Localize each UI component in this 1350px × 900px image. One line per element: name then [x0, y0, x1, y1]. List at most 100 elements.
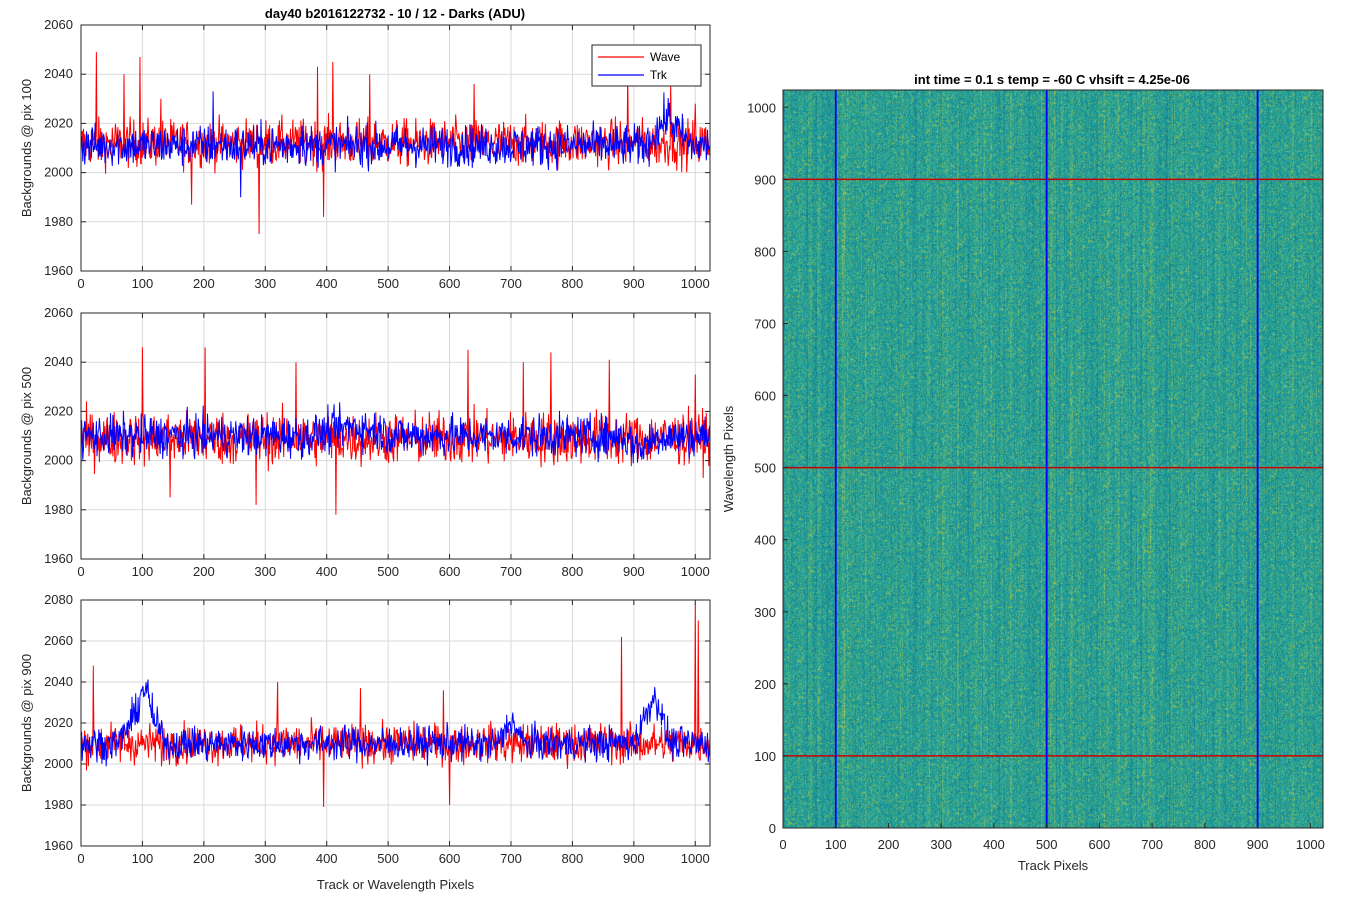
- y-tick-label: 1980: [44, 214, 73, 229]
- y-tick-label: 400: [754, 533, 776, 548]
- x-tick-label: 0: [779, 837, 786, 852]
- x-tick-label: 700: [500, 564, 522, 579]
- x-tick-label: 300: [254, 851, 276, 866]
- x-tick-label: 0: [77, 851, 84, 866]
- y-tick-label: 900: [754, 172, 776, 187]
- x-tick-label: 500: [377, 851, 399, 866]
- x-tick-label: 900: [623, 564, 645, 579]
- series-trk-line: [80, 679, 711, 767]
- x-tick-label: 600: [439, 564, 461, 579]
- axis-ticks: 0 100 200 300 400 500 600 700 800 900 1000 1960 1980…: [44, 305, 710, 579]
- x-tick-label: 300: [930, 837, 952, 852]
- x-tick-label: 1000: [681, 851, 710, 866]
- y-tick-label: 2060: [44, 305, 73, 320]
- y-tick-label: 2020: [44, 403, 73, 418]
- y-tick-label: 700: [754, 317, 776, 332]
- x-tick-label: 400: [316, 276, 338, 291]
- x-tick-label: 200: [193, 276, 215, 291]
- image-title: int time = 0.1 s temp = -60 C vhsift = 4…: [914, 72, 1190, 87]
- y-axis-label: Wavelength Pixels: [721, 405, 736, 512]
- grid: [80, 599, 710, 847]
- axes-frame: [80, 24, 711, 272]
- axis-ticks: 0 100 200 300 400 500 600 700 800 900 1000 1960 1980…: [44, 17, 710, 291]
- panel-pix-100: 0 100 200 300 400 500 600 700 800 900 1000 1960 1980…: [19, 17, 711, 291]
- y-tick-label: 2060: [44, 633, 73, 648]
- axis-ticks: 0 100 200 300 400 500 600 700 800 900 1000 1960 1980…: [44, 592, 710, 866]
- y-tick-label: 1980: [44, 502, 73, 517]
- axes-frame: [80, 312, 711, 560]
- legend-box: [591, 44, 702, 87]
- x-tick-label: 400: [316, 851, 338, 866]
- series-lines: [80, 52, 711, 235]
- x-tick-label: 700: [500, 276, 522, 291]
- x-tick-label: 800: [562, 276, 584, 291]
- x-tick-label: 400: [983, 837, 1005, 852]
- y-tick-label: 600: [754, 389, 776, 404]
- x-tick-label: 600: [439, 851, 461, 866]
- legend-trk-label: Trk: [650, 68, 668, 82]
- y-tick-label: 500: [754, 461, 776, 476]
- y-tick-label: 800: [754, 244, 776, 259]
- x-tick-label: 900: [623, 851, 645, 866]
- x-tick-label: 1000: [1296, 837, 1325, 852]
- x-tick-label: 800: [562, 564, 584, 579]
- main-title: day40 b2016122732 - 10 / 12 - Darks (ADU…: [265, 6, 525, 21]
- panel-pix-900: 0 100 200 300 400 500 600 700 800 900 1000 1960 1980…: [19, 592, 711, 892]
- series-lines: [80, 604, 711, 808]
- series-trk-line: [80, 402, 711, 471]
- y-tick-label: 2040: [44, 66, 73, 81]
- x-tick-label: 100: [825, 837, 847, 852]
- y-axis-label: Backgrounds @ pix 900: [19, 654, 34, 792]
- y-tick-label: 0: [769, 821, 776, 836]
- x-tick-label: 200: [193, 564, 215, 579]
- x-tick-label: 800: [1194, 837, 1216, 852]
- y-tick-label: 300: [754, 605, 776, 620]
- y-tick-label: 2060: [44, 17, 73, 32]
- x-tick-label: 600: [1089, 837, 1111, 852]
- y-tick-label: 2020: [44, 115, 73, 130]
- x-tick-label: 100: [132, 851, 154, 866]
- y-tick-label: 1960: [44, 551, 73, 566]
- x-tick-label: 100: [132, 276, 154, 291]
- y-tick-label: 2000: [44, 165, 73, 180]
- y-tick-label: 100: [754, 749, 776, 764]
- x-tick-label: 200: [878, 837, 900, 852]
- x-tick-label: 700: [500, 851, 522, 866]
- y-tick-label: 1000: [747, 100, 776, 115]
- legend: Wave Trk: [591, 44, 702, 87]
- x-tick-label: 0: [77, 564, 84, 579]
- axes-frame: [782, 89, 1324, 829]
- panel-pix-500: 0 100 200 300 400 500 600 700 800 900 1000 1960 1980…: [19, 305, 711, 579]
- y-tick-label: 2020: [44, 715, 73, 730]
- x-tick-label: 300: [254, 276, 276, 291]
- heatmap-image: [783, 90, 1323, 828]
- legend-wave-label: Wave: [650, 50, 681, 64]
- y-tick-label: 2040: [44, 354, 73, 369]
- y-tick-label: 2040: [44, 674, 73, 689]
- axis-ticks: 0 100 200 300 400 500 600 700 800 900 1000 0 100 200 3…: [747, 100, 1325, 852]
- x-tick-label: 300: [254, 564, 276, 579]
- y-tick-label: 200: [754, 677, 776, 692]
- x-tick-label: 400: [316, 564, 338, 579]
- x-tick-label: 0: [77, 276, 84, 291]
- x-tick-label: 600: [439, 276, 461, 291]
- y-tick-label: 1980: [44, 797, 73, 812]
- x-tick-label: 1000: [681, 564, 710, 579]
- y-axis-label: Backgrounds @ pix 500: [19, 367, 34, 505]
- y-axis-label: Backgrounds @ pix 100: [19, 79, 34, 217]
- y-tick-label: 2080: [44, 592, 73, 607]
- x-tick-label: 500: [377, 564, 399, 579]
- series-trk-line: [80, 91, 711, 198]
- series-lines: [80, 347, 711, 515]
- x-tick-label: 900: [623, 276, 645, 291]
- x-tick-label: 500: [1036, 837, 1058, 852]
- y-tick-label: 2000: [44, 453, 73, 468]
- x-axis-label: Track Pixels: [1018, 858, 1089, 873]
- x-tick-label: 700: [1141, 837, 1163, 852]
- y-tick-label: 1960: [44, 838, 73, 853]
- y-tick-label: 1960: [44, 263, 73, 278]
- x-axis-label: Track or Wavelength Pixels: [317, 877, 475, 892]
- x-tick-label: 200: [193, 851, 215, 866]
- series-wave-line: [80, 604, 711, 808]
